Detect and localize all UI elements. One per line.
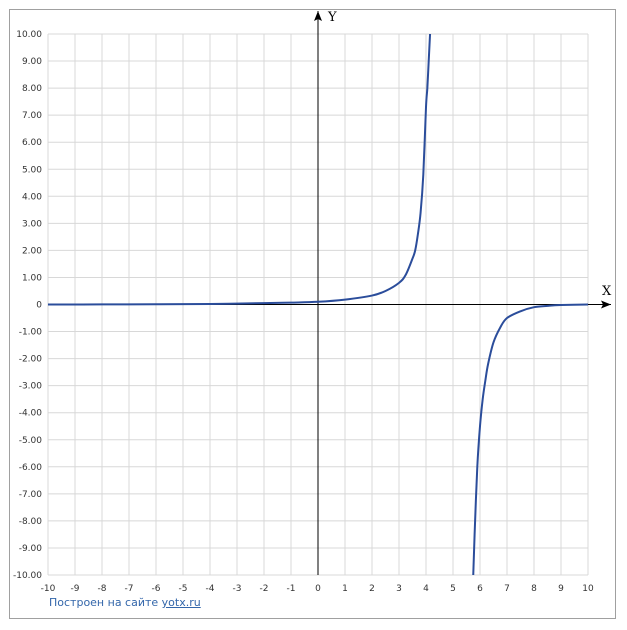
x-tick-label: -3 — [233, 584, 242, 594]
y-tick-label: 4.00 — [22, 192, 42, 202]
x-tick-label: 10 — [582, 584, 594, 594]
credit-text: Построен на сайте — [49, 596, 162, 609]
x-tick-label: 1 — [342, 584, 348, 594]
x-tick-label: -7 — [125, 584, 134, 594]
y-tick-label: -6.00 — [19, 463, 43, 473]
x-tick-label: 6 — [477, 584, 483, 594]
y-tick-label: 5.00 — [22, 165, 42, 175]
y-tick-label: 9.00 — [22, 57, 42, 67]
credit-line: Построен на сайте yotx.ru — [49, 596, 201, 609]
x-tick-label: 2 — [369, 584, 375, 594]
function-curve-segment — [472, 303, 589, 576]
y-tick-label: -8.00 — [19, 517, 43, 527]
x-tick-label: 7 — [504, 584, 510, 594]
y-tick-label: -10.00 — [13, 571, 42, 581]
curves — [47, 33, 589, 576]
y-tick-label: 6.00 — [22, 138, 42, 148]
y-axis-arrow — [314, 11, 322, 21]
x-tick-label: -1 — [287, 584, 296, 594]
x-axis-arrow — [601, 300, 611, 309]
x-tick-label: -4 — [206, 584, 215, 594]
y-axis-title: Y — [327, 10, 337, 25]
x-tick-label: 4 — [423, 584, 429, 594]
tick-labels: -10 -9 -8 -7 -6 -5 -4 -3 -2 -1 0 1 2 3 4 5 6 7 8 9 10-10.00-… — [13, 30, 594, 594]
y-tick-label: -9.00 — [19, 544, 43, 554]
y-tick-label: -4.00 — [19, 409, 43, 419]
y-tick-label: -2.00 — [19, 355, 43, 365]
y-tick-label: 10.00 — [16, 30, 42, 40]
y-tick-label: -7.00 — [19, 490, 43, 500]
x-tick-label: -9 — [71, 584, 80, 594]
y-tick-label: 3.00 — [22, 219, 42, 229]
y-tick-label: 0 — [36, 301, 42, 311]
y-tick-label: 2.00 — [22, 246, 42, 256]
y-tick-label: 8.00 — [22, 84, 42, 94]
x-tick-label: -6 — [152, 584, 161, 594]
x-tick-label: -8 — [98, 584, 107, 594]
y-tick-label: 1.00 — [22, 273, 42, 283]
x-tick-label: 9 — [558, 584, 564, 594]
y-tick-label: -3.00 — [19, 382, 43, 392]
y-tick-label: 7.00 — [22, 111, 42, 121]
x-axis-title: X — [602, 284, 612, 299]
function-curve-segment — [47, 33, 432, 306]
x-tick-label: -2 — [260, 584, 269, 594]
y-tick-label: -1.00 — [19, 328, 43, 338]
x-tick-label: 5 — [450, 584, 456, 594]
x-tick-label: -5 — [179, 584, 188, 594]
x-tick-label: -10 — [41, 584, 56, 594]
x-tick-label: 3 — [396, 584, 402, 594]
x-tick-label: 0 — [315, 584, 321, 594]
credit-link[interactable]: yotx.ru — [161, 596, 201, 609]
axes — [48, 11, 611, 575]
x-tick-label: 8 — [531, 584, 537, 594]
y-tick-label: -5.00 — [19, 436, 43, 446]
